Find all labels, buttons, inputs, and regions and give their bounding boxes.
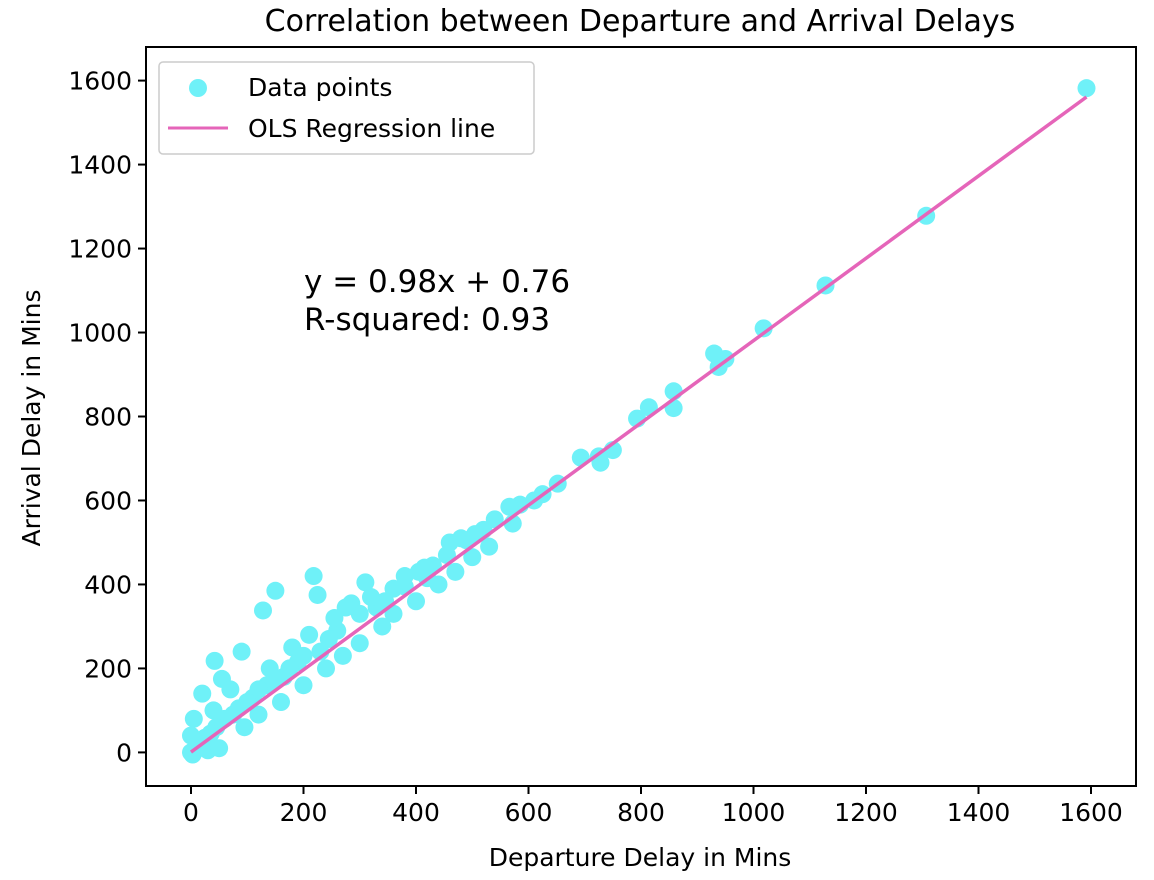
data-point (480, 537, 499, 556)
data-point (754, 319, 773, 338)
data-point (452, 529, 470, 548)
y-tick-label: 600 (84, 486, 132, 515)
data-point (283, 638, 302, 657)
data-point (260, 659, 279, 678)
data-point (254, 601, 272, 620)
data-point (415, 558, 434, 577)
legend-label-data-points: Data points (248, 73, 392, 102)
x-tick-label: 600 (505, 798, 553, 827)
data-point (235, 718, 254, 737)
x-tick-label: 1000 (722, 798, 786, 827)
data-point (182, 726, 200, 745)
legend-label-regression-line: OLS Regression line (248, 114, 495, 143)
y-tick-label: 200 (84, 654, 132, 683)
x-tick-label: 1600 (1059, 798, 1123, 827)
data-point (249, 705, 268, 724)
data-point (1077, 79, 1096, 98)
x-axis-label: Departure Delay in Mins (489, 843, 792, 872)
x-tick-label: 800 (617, 798, 665, 827)
data-point (193, 684, 212, 703)
annotation-r-squared: R-squared: 0.93 (304, 302, 550, 338)
x-tick-label: 0 (183, 798, 199, 827)
annotation-equation: y = 0.98x + 0.76 (304, 264, 570, 300)
data-point (407, 592, 425, 611)
data-point (429, 575, 448, 594)
data-point (485, 510, 504, 529)
y-tick-label: 1200 (68, 235, 132, 264)
y-tick-label: 1400 (68, 151, 132, 180)
data-point (308, 585, 327, 604)
data-point (266, 581, 285, 600)
data-point (446, 562, 465, 581)
x-tick-label: 1400 (947, 798, 1011, 827)
data-point (336, 598, 355, 617)
data-point (384, 579, 403, 598)
legend-marker-data-points (189, 79, 207, 97)
x-tick-label: 1200 (834, 798, 898, 827)
data-point (300, 625, 319, 644)
regression-line-layer (189, 95, 1088, 754)
y-tick-label: 800 (84, 403, 132, 432)
y-axis: 0 200 400 600 800 1000 1200 1400 1600 (68, 67, 146, 767)
data-point (325, 609, 344, 628)
data-point (221, 680, 240, 699)
data-point (356, 573, 375, 592)
data-point (500, 497, 519, 516)
regression-line (189, 95, 1088, 754)
data-point (705, 344, 724, 363)
data-point (319, 630, 338, 649)
data-point (350, 634, 369, 653)
data-point (294, 676, 313, 695)
legend: Data points OLS Regression line (158, 61, 535, 155)
data-point (272, 693, 290, 712)
data-point (205, 651, 224, 670)
data-point (183, 745, 202, 764)
data-point (232, 642, 251, 661)
legend-box (158, 61, 535, 155)
data-point (463, 548, 482, 567)
y-tick-label: 1000 (68, 319, 132, 348)
data-point (304, 567, 323, 586)
data-point (184, 709, 203, 728)
data-point (395, 567, 414, 586)
x-tick-label: 200 (280, 798, 328, 827)
data-point (333, 646, 352, 665)
data-point (317, 659, 335, 678)
data-point (373, 617, 392, 636)
data-point (204, 701, 223, 720)
y-tick-label: 1600 (68, 67, 132, 96)
data-point (210, 739, 229, 758)
y-tick-label: 400 (84, 570, 132, 599)
annotation: y = 0.98x + 0.76 R-squared: 0.93 (304, 264, 570, 338)
x-axis: 0 200 400 600 800 1000 1200 1400 1600 (183, 786, 1123, 827)
data-points (182, 79, 1096, 764)
data-point (362, 588, 380, 607)
y-tick-label: 0 (116, 738, 132, 767)
y-axis-label: Arrival Delay in Mins (17, 290, 46, 547)
x-tick-label: 400 (392, 798, 440, 827)
chart-title: Correlation between Departure and Arriva… (265, 4, 1016, 39)
